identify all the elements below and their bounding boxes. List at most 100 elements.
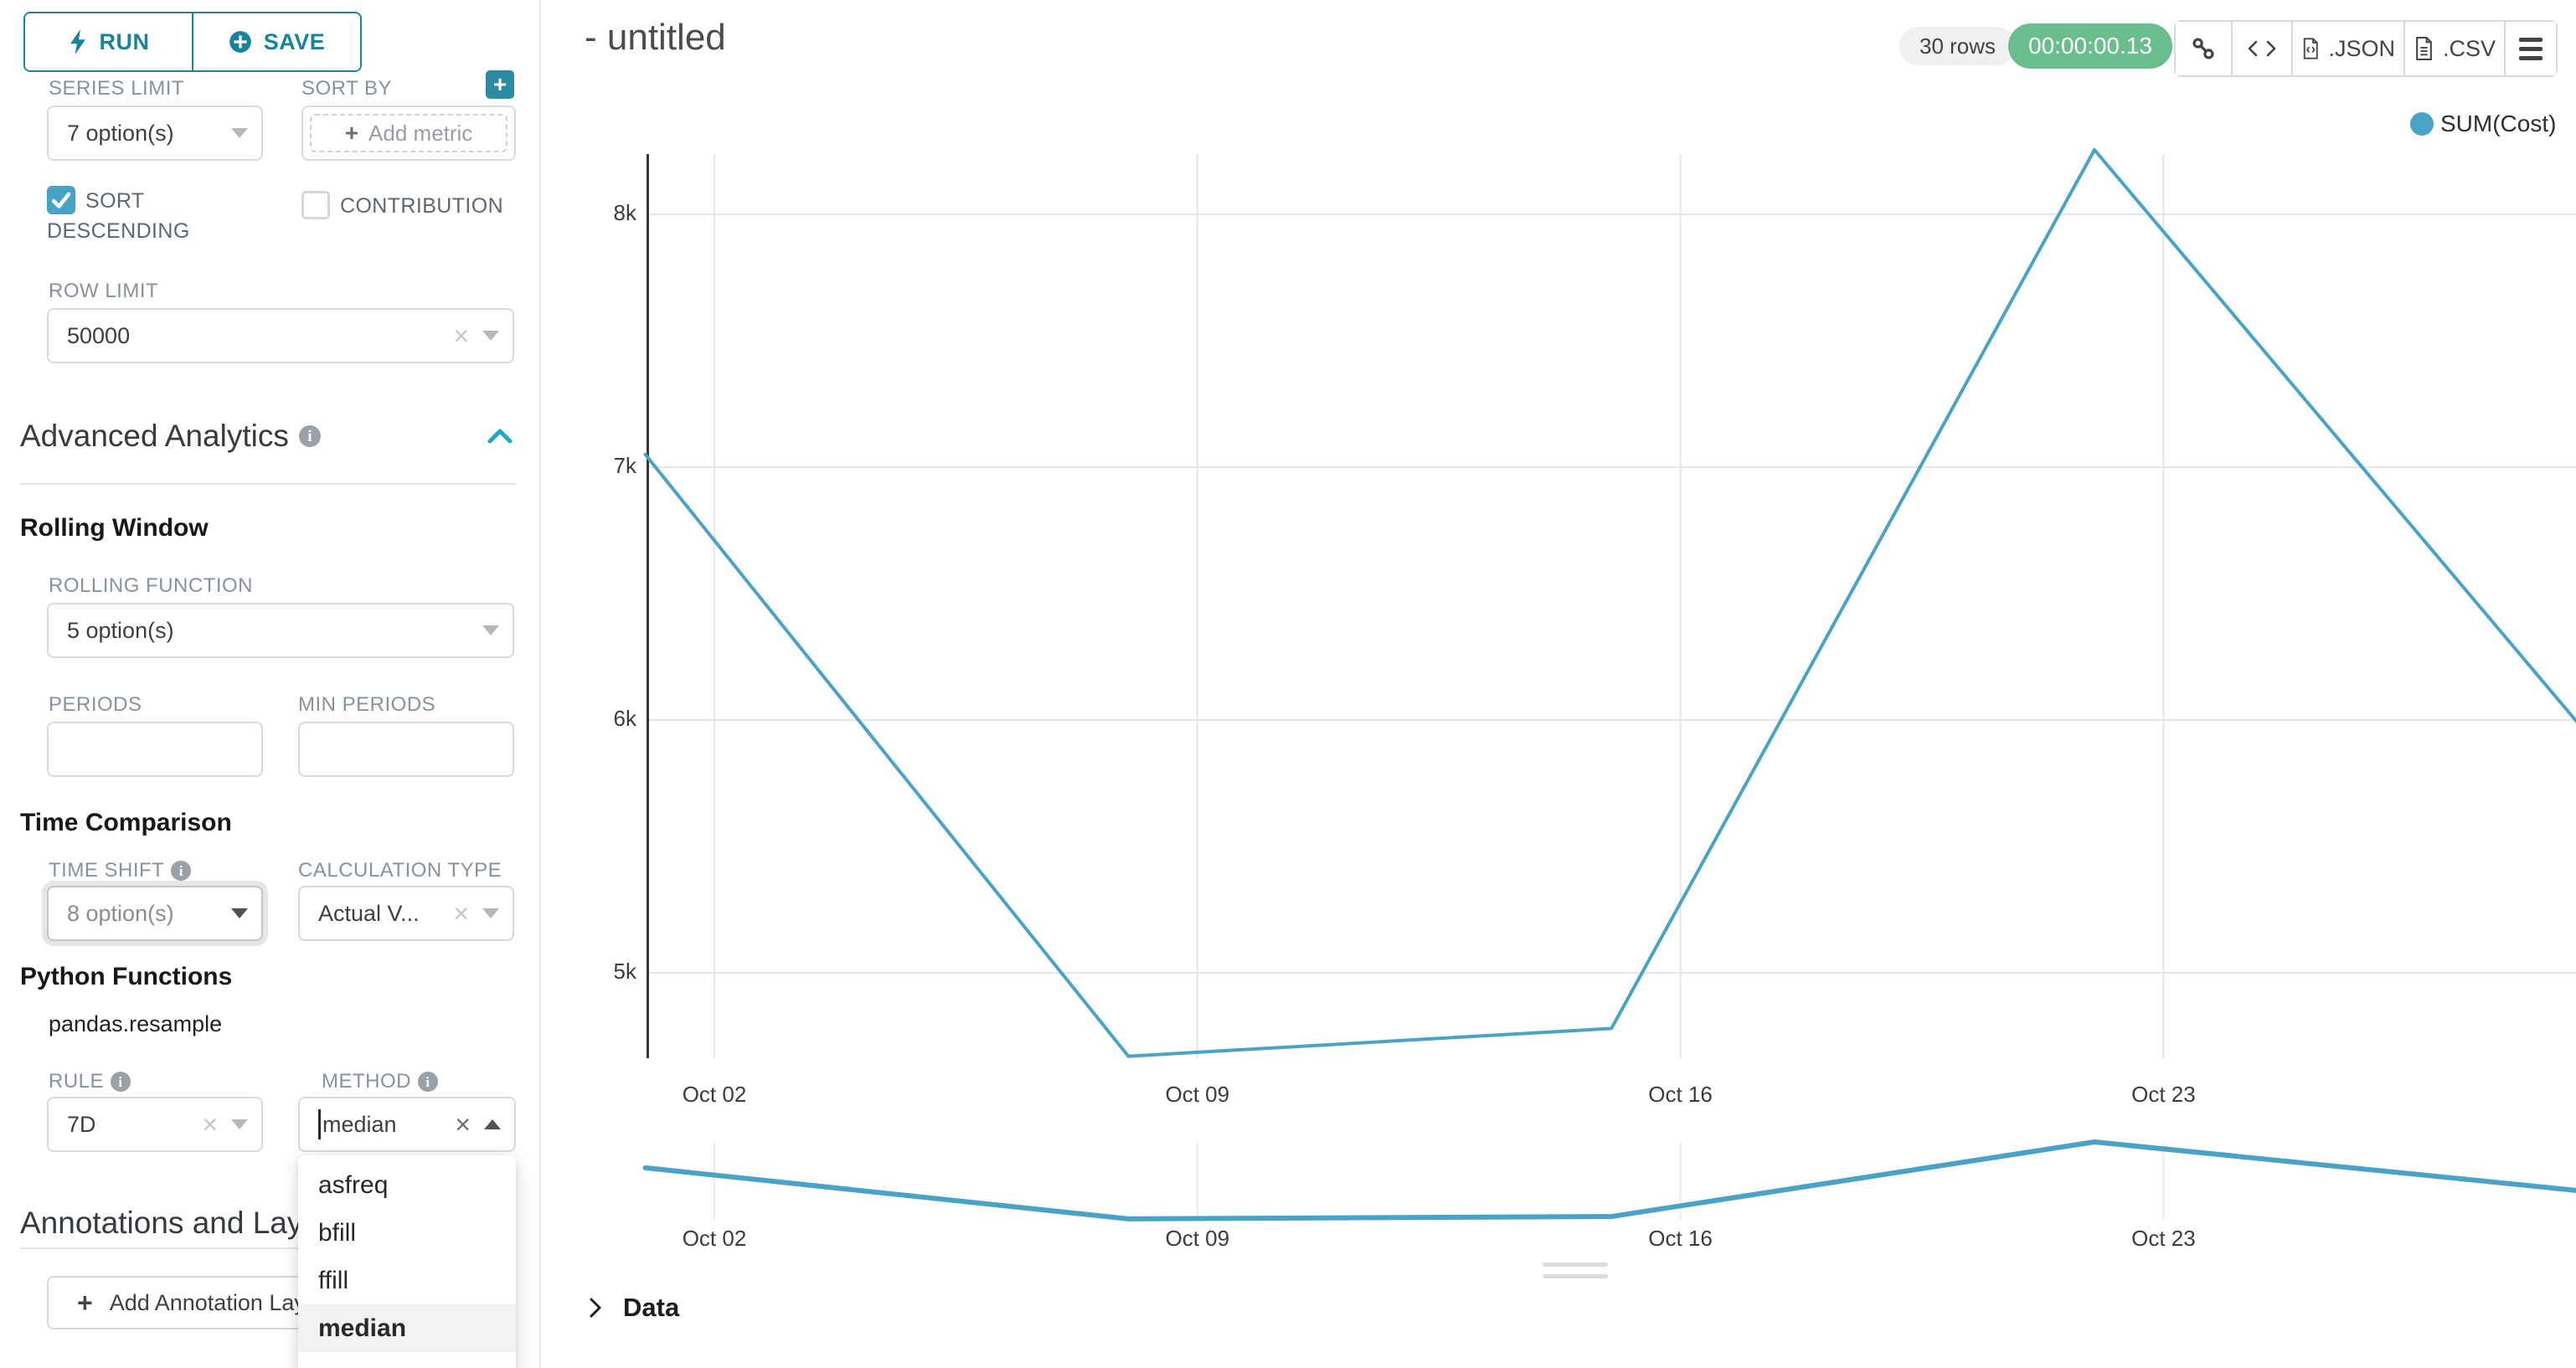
caret-down-icon bbox=[231, 1119, 248, 1129]
series-limit-value: 7 option(s) bbox=[67, 120, 174, 146]
info-icon bbox=[111, 1072, 131, 1092]
method-select-open[interactable]: median × bbox=[298, 1097, 516, 1152]
section-divider bbox=[20, 1247, 516, 1249]
panel-resize-handle[interactable] bbox=[1543, 1263, 1608, 1286]
chart-title: - untitled bbox=[585, 17, 726, 58]
zoom-preview-chart[interactable] bbox=[642, 1139, 2576, 1222]
sort-descending-label: SORT DESCENDING bbox=[47, 189, 190, 243]
series-limit-select[interactable]: 7 option(s) bbox=[47, 105, 263, 161]
method-value: median bbox=[322, 1111, 397, 1137]
rolling-function-select[interactable]: 5 option(s) bbox=[47, 603, 514, 658]
x-tick-label: Oct 02 bbox=[682, 1226, 747, 1251]
time-comparison-title: Time Comparison bbox=[20, 809, 232, 836]
menu-button[interactable] bbox=[2504, 22, 2556, 75]
lightning-icon bbox=[70, 29, 85, 54]
row-limit-label: ROW LIMIT bbox=[49, 280, 159, 302]
caret-down-icon bbox=[231, 908, 248, 918]
info-icon bbox=[298, 425, 321, 447]
time-shift-value: 8 option(s) bbox=[67, 900, 174, 926]
caret-down-icon bbox=[482, 908, 499, 918]
sort-by-label: SORT BY bbox=[301, 77, 392, 100]
rule-label: RULE bbox=[49, 1070, 131, 1093]
export-json-label: .JSON bbox=[2328, 35, 2395, 61]
add-metric-label: Add metric bbox=[368, 120, 473, 146]
info-icon bbox=[418, 1072, 438, 1092]
series-line-SUM(Cost)[interactable] bbox=[643, 147, 2576, 1058]
y-tick-label: 7k bbox=[613, 453, 636, 478]
x-tick-label: Oct 02 bbox=[682, 1082, 747, 1107]
dropdown-option-ffill[interactable]: ffill bbox=[318, 1267, 349, 1294]
add-annotation-label: Add Annotation Layer bbox=[109, 1289, 326, 1315]
time-shift-select[interactable]: 8 option(s) bbox=[47, 886, 263, 941]
row-limit-select[interactable]: 50000 × bbox=[47, 308, 514, 363]
plus-icon: + bbox=[77, 1287, 93, 1318]
row-count-badge: 30 rows bbox=[1899, 27, 2017, 65]
add-sort-metric-button[interactable] bbox=[486, 70, 514, 99]
clear-icon[interactable]: × bbox=[455, 1109, 471, 1139]
x-tick-label: Oct 23 bbox=[2131, 1082, 2196, 1107]
clear-icon[interactable]: × bbox=[453, 321, 469, 351]
method-label: METHOD bbox=[322, 1070, 438, 1093]
csv-file-icon bbox=[2416, 36, 2432, 61]
data-panel-label: Data bbox=[623, 1293, 680, 1322]
contribution-checkbox[interactable] bbox=[301, 191, 330, 219]
series-line-SUM(Cost)[interactable] bbox=[642, 1139, 2576, 1221]
dropdown-option-asfreq[interactable]: asfreq bbox=[318, 1171, 389, 1199]
chain-link-icon bbox=[2192, 38, 2214, 59]
save-button-label: SAVE bbox=[263, 28, 326, 54]
calculation-type-value: Actual V... bbox=[318, 900, 420, 926]
line-chart-plot[interactable] bbox=[643, 147, 2576, 1058]
annotations-title: Annotations and Layers bbox=[20, 1206, 346, 1240]
permalink-button[interactable] bbox=[2176, 22, 2231, 75]
pandas-resample-label: pandas.resample bbox=[49, 1011, 223, 1036]
chart-area: - untitled 30 rows 00:00:00.13 .JSON .CS… bbox=[541, 0, 2576, 1368]
dropdown-option-median[interactable]: median bbox=[298, 1304, 516, 1352]
y-tick-label: 6k bbox=[613, 706, 636, 731]
text-cursor bbox=[318, 1109, 321, 1139]
dropdown-option-bfill[interactable]: bfill bbox=[318, 1219, 357, 1247]
clear-icon[interactable]: × bbox=[453, 898, 469, 928]
series-limit-label: SERIES LIMIT bbox=[49, 77, 185, 100]
run-save-button-group: RUN SAVE bbox=[23, 12, 362, 72]
save-button[interactable]: SAVE bbox=[192, 13, 360, 70]
control-panel: RUN SAVE SERIES LIMIT 7 option(s) SORT B… bbox=[0, 0, 541, 1368]
annotations-header[interactable]: Annotations and Layers bbox=[20, 1206, 346, 1241]
row-limit-value: 50000 bbox=[67, 322, 131, 348]
calculation-type-select[interactable]: Actual V... × bbox=[298, 886, 514, 941]
export-toolbar: .JSON .CSV bbox=[2174, 20, 2558, 77]
y-tick-label: 8k bbox=[613, 200, 636, 225]
json-file-icon bbox=[2303, 38, 2318, 59]
collapse-section-icon[interactable] bbox=[487, 427, 513, 445]
min-periods-label: MIN PERIODS bbox=[298, 693, 436, 716]
export-csv-label: .CSV bbox=[2442, 35, 2496, 61]
caret-down-icon bbox=[482, 331, 499, 341]
periods-input[interactable] bbox=[47, 722, 263, 777]
export-csv-button[interactable]: .CSV bbox=[2403, 22, 2504, 75]
data-panel-header[interactable]: Data bbox=[586, 1293, 679, 1323]
run-button[interactable]: RUN bbox=[25, 13, 192, 70]
x-tick-label: Oct 16 bbox=[1648, 1226, 1713, 1251]
info-icon bbox=[171, 861, 192, 881]
sort-descending-checkbox[interactable] bbox=[47, 186, 75, 214]
clear-icon[interactable]: × bbox=[202, 1109, 218, 1139]
min-periods-input[interactable] bbox=[298, 722, 514, 777]
chevron-right-icon bbox=[590, 1298, 601, 1318]
python-functions-title: Python Functions bbox=[20, 963, 233, 990]
calculation-type-label: CALCULATION TYPE bbox=[298, 859, 502, 882]
chart-legend[interactable]: SUM(Cost) bbox=[2410, 111, 2556, 137]
caret-down-icon bbox=[482, 625, 499, 635]
caret-up-icon bbox=[484, 1119, 501, 1129]
export-json-button[interactable]: .JSON bbox=[2291, 22, 2403, 75]
advanced-analytics-header[interactable]: Advanced Analytics bbox=[20, 419, 321, 454]
method-dropdown-menu: asfreq bfill ffill median bbox=[298, 1155, 516, 1368]
x-tick-label: Oct 09 bbox=[1165, 1226, 1230, 1251]
add-metric-drop-target[interactable]: + Add metric bbox=[310, 114, 507, 152]
time-shift-label: TIME SHIFT bbox=[49, 859, 192, 882]
periods-label: PERIODS bbox=[49, 693, 142, 716]
rule-select[interactable]: 7D × bbox=[47, 1097, 263, 1152]
section-divider bbox=[20, 483, 516, 485]
x-tick-label: Oct 16 bbox=[1648, 1082, 1713, 1107]
embed-code-button[interactable] bbox=[2231, 22, 2291, 75]
legend-series-label: SUM(Cost) bbox=[2440, 111, 2557, 136]
